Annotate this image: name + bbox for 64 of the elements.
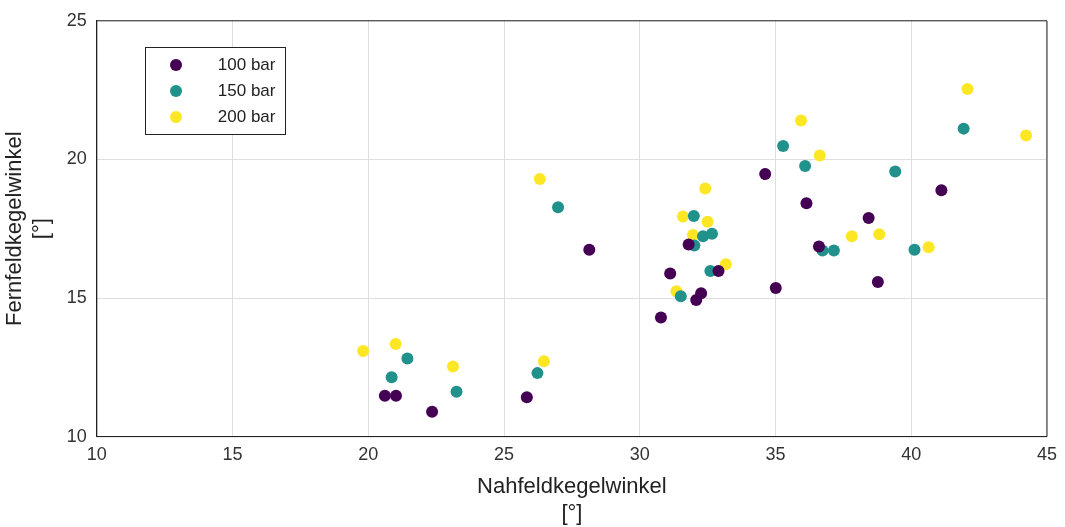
y-tick-label: 10 <box>66 425 87 446</box>
y-tick-label: 25 <box>66 9 87 30</box>
point <box>795 114 808 127</box>
point <box>827 244 840 257</box>
x-tick-label: 45 <box>1036 444 1057 465</box>
point <box>862 211 875 224</box>
point <box>389 389 402 402</box>
legend-label: 200 bar <box>217 106 276 127</box>
point <box>873 228 886 241</box>
legend-label: 100 bar <box>217 54 276 75</box>
point <box>712 265 725 278</box>
point <box>520 391 533 404</box>
point <box>401 352 414 365</box>
point <box>537 355 550 368</box>
point <box>533 173 546 186</box>
x-tick-label: 40 <box>901 444 922 465</box>
point <box>583 243 596 256</box>
point <box>674 290 687 303</box>
point <box>871 275 884 288</box>
point <box>389 338 402 351</box>
x-tick-label: 10 <box>86 444 107 465</box>
point <box>687 209 700 222</box>
point <box>705 227 718 240</box>
legend-label: 150 bar <box>217 80 276 101</box>
point <box>922 241 935 254</box>
point <box>654 311 667 324</box>
point <box>908 243 921 256</box>
point <box>935 184 948 197</box>
point <box>799 160 812 173</box>
point <box>552 201 565 214</box>
point <box>769 282 782 295</box>
point <box>719 258 732 271</box>
point <box>695 287 708 300</box>
point <box>385 371 398 384</box>
point <box>701 215 714 228</box>
point <box>699 182 712 195</box>
x-tick-label: 35 <box>765 444 786 465</box>
point <box>759 168 772 181</box>
y-tick-label: 20 <box>66 148 87 169</box>
point <box>777 140 790 153</box>
point <box>889 165 902 178</box>
point <box>450 385 463 398</box>
point <box>531 367 544 380</box>
point <box>845 230 858 243</box>
x-axis-title: Nahfeldkegelwinkel [°] <box>477 473 667 525</box>
point <box>378 389 391 402</box>
point <box>676 210 689 223</box>
point <box>357 344 370 357</box>
point <box>812 240 825 253</box>
point <box>961 82 974 95</box>
x-tick-label: 30 <box>629 444 650 465</box>
x-tick-label: 15 <box>222 444 243 465</box>
point <box>664 267 677 280</box>
point <box>682 238 695 251</box>
x-tick-label: 20 <box>358 444 379 465</box>
point <box>1020 129 1033 142</box>
point <box>813 149 826 162</box>
y-tick-label: 15 <box>66 286 87 307</box>
point <box>426 405 439 418</box>
point <box>800 197 813 210</box>
y-axis-title: Fernfeldkegelwinkel [°] <box>1 131 53 326</box>
point <box>957 122 970 135</box>
point <box>447 360 459 373</box>
x-tick-label: 25 <box>494 444 515 465</box>
